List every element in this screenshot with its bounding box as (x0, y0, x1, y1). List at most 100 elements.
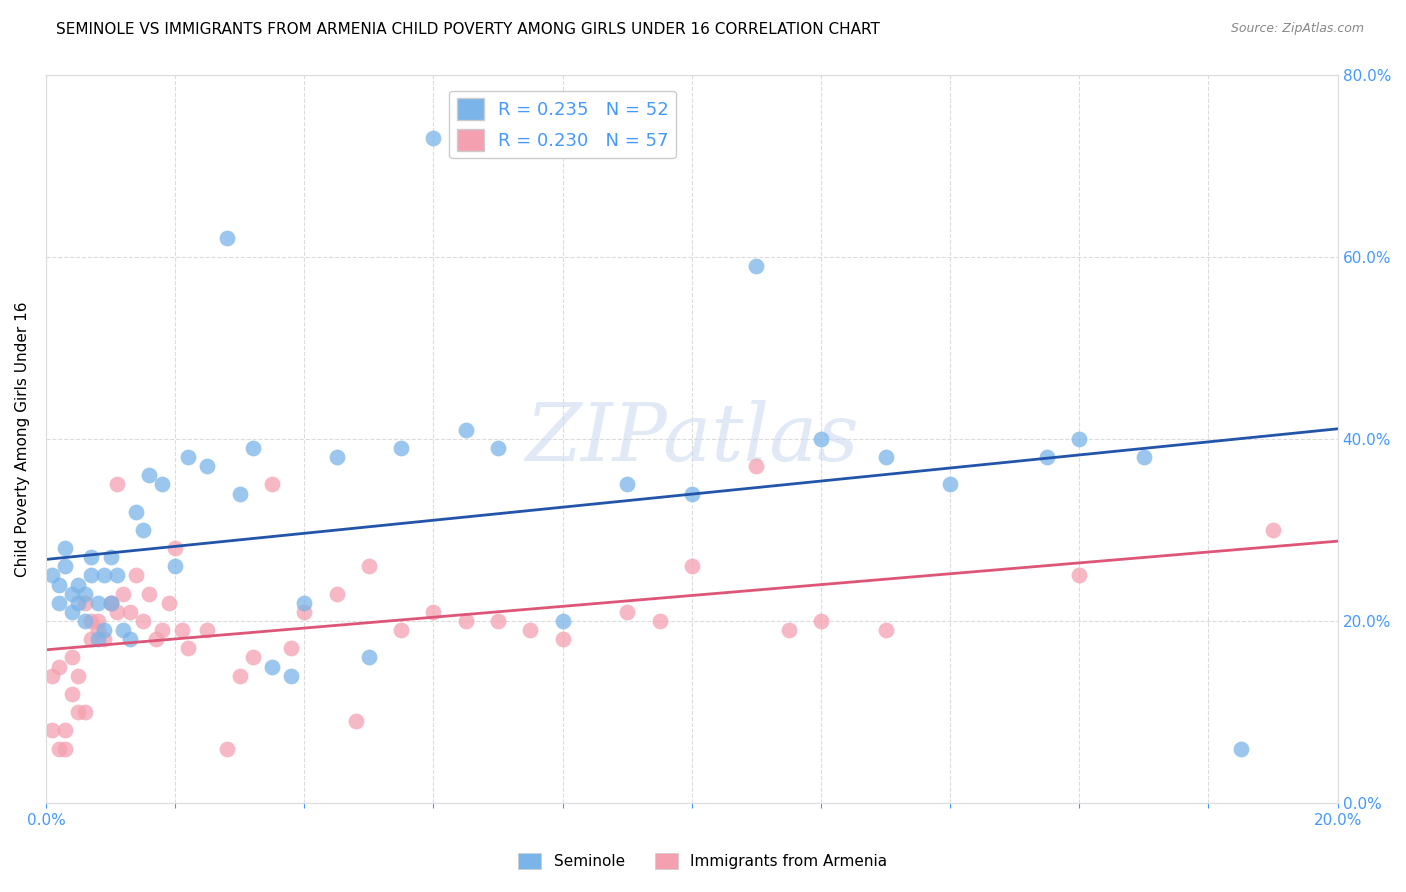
Point (67, 577, 90, 591)
Point (48, 741, 70, 756)
Point (292, 605, 315, 619)
Point (389, 623, 412, 637)
Point (60, 687, 83, 701)
Point (242, 650, 264, 665)
Point (132, 523, 155, 537)
Point (280, 641, 302, 656)
Point (41, 669, 63, 683)
Point (681, 486, 703, 500)
Point (551, 632, 574, 647)
Point (112, 623, 135, 637)
Point (67, 705, 90, 719)
Point (454, 614, 477, 628)
Text: Source: ZipAtlas.com: Source: ZipAtlas.com (1230, 22, 1364, 36)
Point (325, 450, 347, 464)
Point (93, 623, 115, 637)
Point (325, 587, 347, 601)
Point (422, 131, 444, 145)
Point (100, 596, 122, 610)
Point (53, 723, 76, 738)
Point (105, 477, 128, 491)
Point (197, 623, 219, 637)
Point (197, 459, 219, 474)
Point (105, 605, 128, 619)
Text: ZIPatlas: ZIPatlas (524, 401, 859, 477)
Point (53, 559, 76, 574)
Point (80, 614, 103, 628)
Point (60, 605, 83, 619)
Point (260, 477, 283, 491)
Point (157, 596, 180, 610)
Point (100, 596, 122, 610)
Point (519, 623, 541, 637)
Point (93, 632, 115, 647)
Point (118, 632, 141, 647)
Point (86, 632, 108, 647)
Point (616, 605, 638, 619)
Point (165, 541, 187, 556)
Point (86, 614, 108, 628)
Point (228, 486, 250, 500)
Point (105, 568, 128, 582)
Point (616, 477, 638, 491)
Point (60, 650, 83, 665)
Point (67, 596, 90, 610)
Point (177, 641, 200, 656)
Point (118, 605, 141, 619)
Point (939, 477, 962, 491)
Point (1036, 450, 1059, 464)
Point (86, 623, 108, 637)
Point (1069, 432, 1091, 446)
Point (145, 632, 167, 647)
Point (1229, 741, 1251, 756)
Point (112, 587, 135, 601)
Point (681, 559, 703, 574)
Point (875, 450, 897, 464)
Point (138, 587, 160, 601)
Point (486, 614, 509, 628)
Point (48, 596, 70, 610)
Text: SEMINOLE VS IMMIGRANTS FROM ARMENIA CHILD POVERTY AMONG GIRLS UNDER 16 CORRELATI: SEMINOLE VS IMMIGRANTS FROM ARMENIA CHIL… (56, 22, 880, 37)
Point (86, 596, 108, 610)
Point (228, 669, 250, 683)
Point (292, 596, 315, 610)
Point (422, 605, 444, 619)
Point (150, 477, 173, 491)
Point (73, 587, 96, 601)
Point (1133, 450, 1156, 464)
Point (150, 623, 173, 637)
Point (165, 559, 187, 574)
Point (93, 568, 115, 582)
Point (125, 568, 148, 582)
Point (73, 596, 96, 610)
Point (125, 505, 148, 519)
Point (60, 587, 83, 601)
Point (648, 614, 671, 628)
Point (778, 623, 800, 637)
Point (344, 714, 367, 729)
Point (100, 596, 122, 610)
Point (551, 614, 574, 628)
Point (170, 623, 193, 637)
Point (1069, 568, 1091, 582)
Point (138, 468, 160, 483)
Point (53, 541, 76, 556)
Point (48, 659, 70, 673)
Point (389, 441, 412, 455)
Legend: R = 0.235   N = 52, R = 0.230   N = 57: R = 0.235 N = 52, R = 0.230 N = 57 (450, 91, 676, 159)
Point (177, 450, 200, 464)
Point (53, 741, 76, 756)
Point (67, 669, 90, 683)
Point (1261, 523, 1284, 537)
Point (80, 568, 103, 582)
Point (132, 614, 155, 628)
Point (48, 577, 70, 591)
Point (260, 659, 283, 673)
Point (100, 550, 122, 565)
Point (242, 441, 264, 455)
Point (80, 632, 103, 647)
Point (280, 669, 302, 683)
Y-axis label: Child Poverty Among Girls Under 16: Child Poverty Among Girls Under 16 (15, 301, 30, 576)
Point (357, 650, 380, 665)
Point (41, 568, 63, 582)
